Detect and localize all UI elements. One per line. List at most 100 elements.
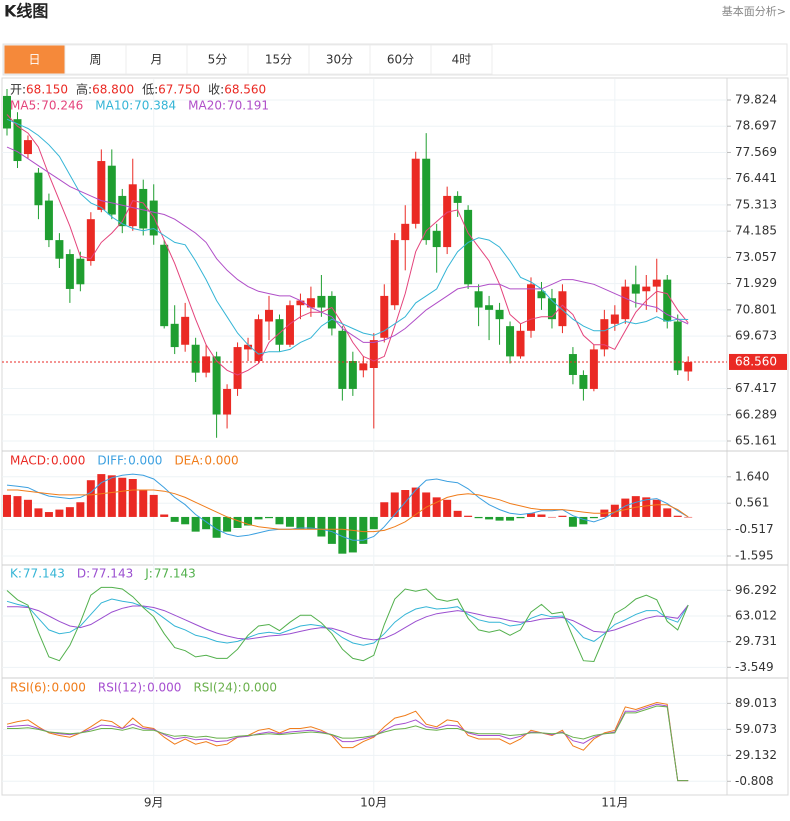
tab-label[interactable]: 60分 (387, 53, 414, 67)
candle-body (76, 258, 85, 285)
candle-body (537, 291, 546, 299)
candle-body (23, 140, 32, 155)
tab-label[interactable]: 30分 (326, 53, 353, 67)
x-tick-label: 11月 (601, 796, 628, 810)
y-tick-label: 73.057 (735, 250, 777, 264)
y-tick-label: 79.824 (735, 93, 777, 107)
candle-body (107, 165, 116, 215)
candle-body (306, 298, 315, 308)
histogram-bar (516, 516, 525, 519)
indicator-line (6, 586, 689, 663)
indicator-line (6, 118, 689, 355)
candle-body (359, 363, 368, 371)
histogram-bar (202, 516, 211, 530)
candle-body (3, 95, 11, 129)
indicator-line (6, 701, 689, 782)
y-tick-label: 78.697 (735, 119, 777, 133)
legend-name: RSI(6): (10, 681, 51, 695)
candle-body (579, 374, 588, 389)
tab-label[interactable]: 5分 (208, 53, 228, 67)
histogram-bar (76, 502, 85, 517)
legend-value: 0.000 (204, 454, 238, 468)
candle-body (411, 158, 420, 224)
candle-body (369, 340, 378, 369)
tab[interactable] (430, 44, 493, 75)
tab-label[interactable]: 周 (89, 53, 101, 67)
indicator-line (6, 703, 689, 782)
candle-body (327, 295, 336, 329)
legend-name: J: (144, 567, 153, 581)
histogram-bar (506, 516, 515, 521)
histogram-bar (338, 516, 347, 554)
tab-label[interactable]: 4时 (452, 53, 472, 67)
histogram-bar (369, 516, 378, 530)
candle-body (495, 309, 504, 320)
info-label: 高: (76, 82, 92, 97)
tab-label[interactable]: 月 (150, 53, 162, 67)
legend-value: 0.000 (243, 681, 277, 695)
candle-body (621, 286, 630, 320)
histogram-bar (359, 516, 368, 544)
tab-label[interactable]: 15分 (265, 53, 292, 67)
candle-body (568, 354, 577, 375)
histogram-bar (97, 474, 106, 517)
candle-body (652, 279, 661, 287)
candle-body (275, 319, 284, 345)
histogram-bar (527, 513, 535, 517)
legend-name: DEA: (174, 454, 203, 468)
candle-body (265, 309, 273, 322)
legend-value: 70.246 (41, 99, 83, 113)
candle-body (642, 286, 651, 292)
tab[interactable] (3, 44, 66, 75)
histogram-bar (285, 516, 294, 527)
info-value: 68.150 (26, 83, 68, 97)
candle-body (673, 321, 682, 371)
candle-body (296, 300, 305, 306)
tab[interactable] (369, 44, 432, 75)
indicator-line (6, 598, 689, 646)
candle-body (464, 209, 473, 285)
indicator-line (6, 146, 689, 343)
legend-name: K: (10, 567, 22, 581)
histogram-bar (23, 499, 32, 517)
candle-body (86, 219, 95, 262)
candle-body (527, 284, 535, 331)
histogram-bar (390, 492, 399, 517)
candle-body (170, 323, 179, 348)
histogram-bar (652, 499, 661, 517)
histogram-bar (44, 512, 53, 517)
legend-value: 70.384 (134, 99, 176, 113)
histogram-bar (579, 516, 588, 525)
legend-name: RSI(12): (98, 681, 146, 695)
legend-value: 0.000 (128, 454, 162, 468)
candle-body (181, 316, 190, 345)
last-price-label: 68.560 (735, 354, 777, 368)
candle-body (34, 172, 43, 206)
x-tick-label: 10月 (360, 796, 387, 810)
histogram-bar (631, 496, 640, 517)
histogram-bar (495, 516, 504, 521)
histogram-bar (673, 515, 682, 517)
y-tick-label: 0.561 (735, 496, 769, 510)
histogram-bar (547, 516, 556, 518)
histogram-bar (86, 480, 95, 517)
histogram-bar (306, 516, 315, 530)
y-tick-label: -3.549 (735, 660, 774, 674)
histogram-bar (254, 516, 263, 520)
legend-name: RSI(24): (193, 681, 241, 695)
candle-body (212, 356, 221, 415)
legend-value: 77.143 (91, 567, 133, 581)
histogram-bar (160, 514, 169, 517)
legend-name: MA20: (188, 99, 226, 113)
candle-body (118, 195, 127, 227)
y-tick-label: 29.731 (735, 634, 777, 648)
candle-body (631, 284, 640, 294)
y-tick-label: -0.517 (735, 522, 774, 536)
candle-body (338, 330, 347, 389)
info-label: 低: (142, 83, 158, 97)
info-label: 收: (208, 83, 224, 97)
histogram-bar (568, 516, 577, 527)
tab-label[interactable]: 日 (28, 53, 40, 67)
analysis-link[interactable]: 基本面分析> (722, 4, 786, 18)
